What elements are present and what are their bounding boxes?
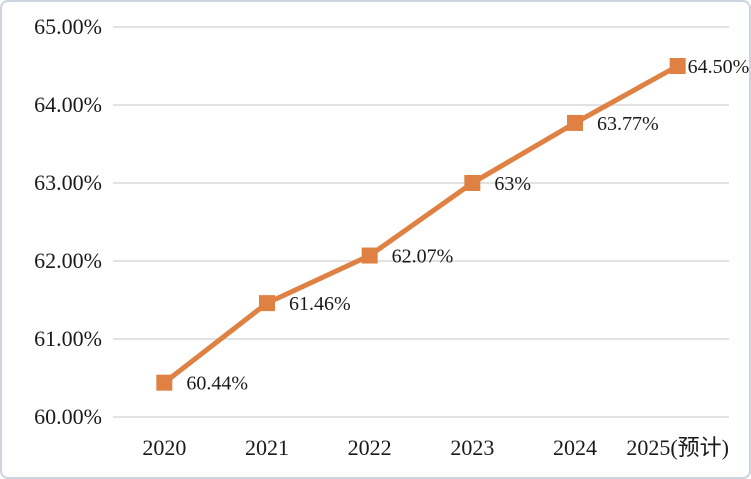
- x-axis-label: 2020: [142, 435, 186, 460]
- y-axis-tick-label: 63.00%: [34, 170, 102, 195]
- series-line: [162, 63, 679, 385]
- y-axis-tick-label: 64.00%: [34, 92, 102, 117]
- y-axis-tick-label: 65.00%: [34, 14, 102, 39]
- data-point-marker: [464, 175, 481, 191]
- y-axis-tick-label: 60.00%: [34, 404, 102, 429]
- data-point-label: 62.07%: [392, 246, 454, 268]
- data-point-label: 60.44%: [186, 373, 248, 395]
- data-point-label: 64.50%: [688, 56, 750, 78]
- data-point-label: 63.77%: [597, 113, 659, 135]
- x-axis-label: 2022: [348, 435, 392, 460]
- data-point-marker: [156, 374, 173, 391]
- y-axis-tick-label: 61.00%: [34, 326, 102, 351]
- data-point-label: 63%: [494, 173, 531, 195]
- x-axis-label: 2023: [450, 435, 494, 460]
- data-point-marker: [669, 58, 686, 74]
- x-axis-label: 2024: [553, 435, 597, 460]
- data-point-marker: [259, 295, 275, 312]
- x-axis-label: 2025(预计): [626, 435, 729, 460]
- data-point-marker: [361, 247, 378, 264]
- data-point-marker: [567, 114, 583, 131]
- data-point-label: 61.46%: [289, 293, 351, 315]
- x-axis-label: 2021: [245, 435, 289, 460]
- y-axis-tick-label: 62.00%: [34, 248, 102, 273]
